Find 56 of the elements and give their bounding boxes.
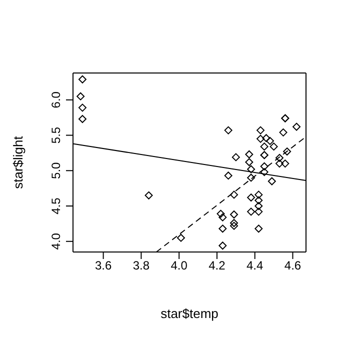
point bbox=[292, 122, 301, 131]
point bbox=[144, 191, 153, 200]
point bbox=[254, 196, 263, 204]
point bbox=[218, 224, 227, 233]
point bbox=[283, 148, 292, 156]
x-tick-label: 4.6 bbox=[284, 258, 302, 273]
point bbox=[256, 134, 265, 143]
point bbox=[275, 154, 284, 162]
point bbox=[247, 208, 256, 216]
y-tick-label: 6.0 bbox=[49, 91, 63, 108]
point bbox=[230, 218, 238, 227]
point bbox=[224, 126, 232, 134]
point bbox=[218, 242, 227, 250]
point bbox=[268, 177, 276, 186]
y-tick-label: 4.5 bbox=[49, 197, 63, 214]
point bbox=[176, 234, 185, 242]
point bbox=[281, 160, 290, 168]
point bbox=[245, 158, 254, 166]
y-axis-title: star$light bbox=[10, 136, 26, 189]
point bbox=[216, 210, 225, 218]
point bbox=[279, 128, 288, 136]
point bbox=[247, 194, 256, 202]
point bbox=[224, 172, 232, 180]
point bbox=[256, 126, 265, 134]
point bbox=[270, 142, 278, 151]
point bbox=[232, 153, 240, 162]
point bbox=[76, 92, 85, 100]
point bbox=[254, 202, 263, 210]
y-tick-label: 5.0 bbox=[49, 162, 63, 179]
point bbox=[247, 165, 256, 174]
point bbox=[230, 222, 238, 230]
point bbox=[78, 75, 86, 84]
point bbox=[78, 114, 86, 123]
x-tick-label: 4.0 bbox=[170, 258, 188, 273]
point bbox=[260, 142, 268, 151]
point bbox=[254, 224, 263, 233]
x-axis-title: star$temp bbox=[160, 306, 218, 321]
point bbox=[230, 210, 238, 218]
x-tick-label: 4.4 bbox=[246, 258, 264, 273]
point bbox=[275, 160, 284, 168]
point bbox=[78, 104, 86, 112]
point bbox=[218, 213, 227, 222]
point bbox=[245, 150, 254, 158]
point bbox=[260, 162, 268, 170]
point bbox=[266, 136, 274, 145]
point bbox=[254, 190, 263, 199]
point bbox=[230, 190, 238, 199]
x-tick-label: 4.2 bbox=[208, 258, 226, 273]
point bbox=[260, 168, 268, 176]
point bbox=[262, 134, 270, 142]
y-tick-label: 4.0 bbox=[49, 232, 63, 250]
y-tick-label: 5.5 bbox=[49, 126, 63, 144]
x-tick-label: 3.8 bbox=[132, 258, 150, 273]
x-tick-label: 3.6 bbox=[94, 258, 112, 273]
point bbox=[254, 208, 263, 216]
point bbox=[247, 174, 256, 182]
